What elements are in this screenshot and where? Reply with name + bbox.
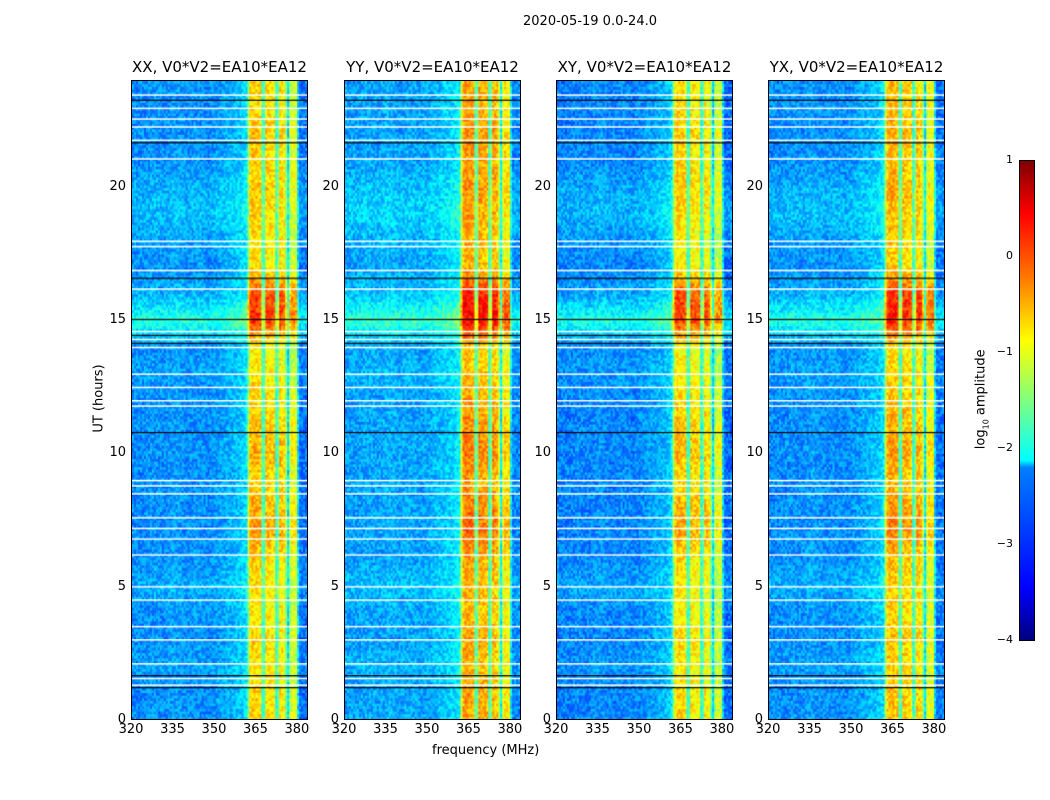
y-tick-label: 0: [542, 712, 551, 727]
colorbar-tick-label: −1: [996, 345, 1013, 358]
x-tick-label: 350: [838, 722, 864, 737]
y-tick-label: 15: [322, 312, 339, 327]
x-tick-label: 365: [456, 722, 481, 737]
y-tick-label: 5: [330, 578, 339, 594]
x-tick-label: 350: [626, 722, 652, 737]
x-tick-label: 365: [880, 722, 905, 737]
spectrogram-panel: [556, 80, 733, 720]
y-tick-label: 10: [109, 445, 126, 461]
spectrogram-panel: [131, 80, 308, 720]
x-tick-label: 320: [331, 722, 357, 737]
x-tick-label: 335: [160, 722, 185, 737]
y-tick-label: 0: [330, 712, 339, 727]
y-axis-label: UT (hours): [91, 364, 107, 433]
colorbar-label-sub: 10: [981, 419, 991, 430]
panel-title: YX, V0*V2=EA10*EA12: [769, 58, 944, 76]
x-axis-label: frequency (MHz): [432, 743, 540, 758]
figure-title: 2020-05-19 0.0-24.0: [523, 14, 657, 29]
panel-title: XY, V0*V2=EA10*EA12: [557, 58, 732, 76]
x-tick-label: 320: [118, 722, 144, 737]
x-tick-label: 350: [201, 722, 227, 737]
colorbar-label: log10 amplitude: [974, 349, 991, 449]
x-tick-label: 380: [921, 722, 947, 737]
x-tick-label: 320: [543, 722, 569, 737]
y-tick-label: 15: [746, 312, 763, 327]
x-tick-label: 380: [709, 722, 735, 737]
y-tick-label: 5: [754, 578, 763, 594]
colorbar-tick-label: −3: [996, 537, 1013, 550]
y-tick-label: 0: [754, 712, 763, 727]
y-tick-label: 20: [109, 178, 126, 194]
colorbar-tick-label: 0: [1006, 249, 1013, 262]
x-tick-label: 320: [755, 722, 781, 737]
y-tick-label: 20: [534, 178, 551, 194]
y-tick-label: 10: [322, 445, 339, 461]
y-tick-label: 5: [117, 578, 126, 594]
x-tick-label: 335: [585, 722, 610, 737]
y-tick-label: 10: [534, 445, 551, 461]
y-tick-label: 10: [746, 445, 763, 461]
colorbar-tick-label: 1: [1006, 153, 1013, 166]
colorbar: [1019, 160, 1035, 641]
spectrogram-panel: [344, 80, 521, 720]
colorbar-tick-label: −2: [996, 441, 1013, 454]
y-tick-label: 15: [534, 312, 551, 327]
panel-title: XX, V0*V2=EA10*EA12: [132, 58, 307, 76]
y-tick-label: 15: [109, 312, 126, 327]
colorbar-tick-label: −4: [996, 633, 1013, 646]
y-tick-label: 0: [117, 712, 126, 727]
colorbar-label-suffix: amplitude: [973, 349, 989, 420]
x-tick-label: 380: [497, 722, 523, 737]
x-tick-label: 365: [243, 722, 268, 737]
y-tick-label: 20: [746, 178, 763, 194]
x-tick-label: 335: [373, 722, 398, 737]
panel-title: YY, V0*V2=EA10*EA12: [346, 58, 519, 76]
x-tick-label: 380: [284, 722, 310, 737]
y-tick-label: 20: [322, 178, 339, 194]
colorbar-label-prefix: log: [973, 429, 989, 450]
y-tick-label: 5: [542, 578, 551, 594]
x-tick-label: 335: [797, 722, 822, 737]
x-tick-label: 365: [668, 722, 693, 737]
x-tick-label: 350: [414, 722, 440, 737]
spectrogram-panel: [768, 80, 945, 720]
